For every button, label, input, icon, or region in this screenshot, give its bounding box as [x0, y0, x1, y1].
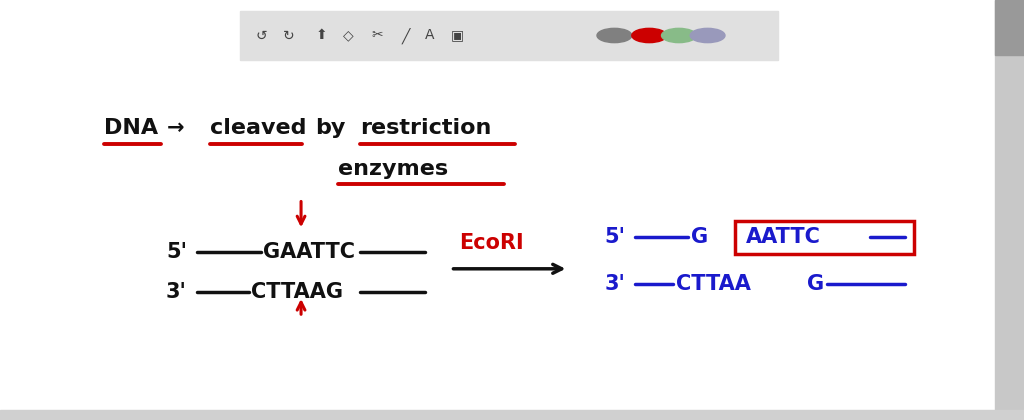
Text: ◇: ◇	[343, 29, 353, 42]
Bar	[240, 11, 778, 60]
Text: CTTAA: CTTAA	[676, 273, 751, 294]
Text: 3': 3'	[604, 273, 625, 294]
Circle shape	[690, 29, 725, 42]
Bar	[735, 220, 914, 254]
Text: AATTC: AATTC	[745, 227, 820, 247]
Text: cleaved: cleaved	[210, 118, 306, 138]
Text: G: G	[807, 273, 824, 294]
Bar	[995, 0, 1024, 420]
Text: 5': 5'	[166, 242, 187, 262]
Text: restriction: restriction	[360, 118, 492, 138]
Text: EcoRI: EcoRI	[459, 233, 523, 253]
Text: G: G	[691, 227, 709, 247]
Text: 5': 5'	[604, 227, 626, 247]
Text: 3': 3'	[166, 282, 186, 302]
Text: ⬆: ⬆	[315, 29, 328, 42]
Text: A: A	[425, 29, 435, 42]
Bar	[995, 0, 1024, 55]
Text: ↻: ↻	[283, 29, 295, 42]
Text: GAATTC: GAATTC	[263, 242, 355, 262]
Text: by: by	[315, 118, 346, 138]
Circle shape	[632, 29, 667, 42]
Text: ▣: ▣	[452, 29, 464, 42]
Circle shape	[662, 29, 696, 42]
Text: enzymes: enzymes	[338, 159, 449, 179]
Text: ✂: ✂	[371, 29, 383, 42]
Text: CTTAAG: CTTAAG	[251, 282, 343, 302]
Text: ╱: ╱	[401, 27, 410, 44]
Text: DNA: DNA	[104, 118, 159, 138]
Text: ↺: ↺	[255, 29, 267, 42]
Circle shape	[597, 29, 632, 42]
Text: →: →	[167, 118, 184, 138]
Bar	[0, 410, 1024, 420]
